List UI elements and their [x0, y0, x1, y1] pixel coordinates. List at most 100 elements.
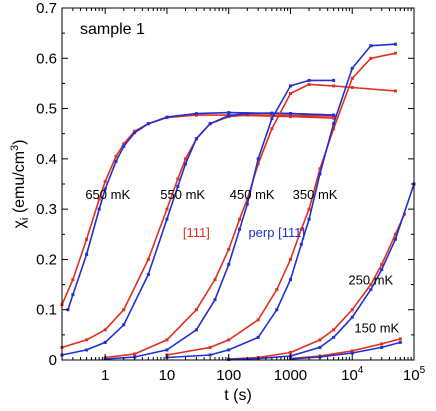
- x-tick-label: 105: [403, 365, 426, 384]
- data-point: [176, 185, 180, 189]
- data-point: [332, 335, 336, 339]
- series-line: [67, 111, 334, 310]
- data-point: [245, 202, 249, 206]
- data-point: [208, 353, 212, 357]
- y-axis-label-close: ): [11, 140, 28, 145]
- data-point: [227, 348, 231, 352]
- x-tick-label: 1: [101, 367, 109, 384]
- data-point: [122, 144, 126, 148]
- data-point: [71, 293, 75, 297]
- temperature-label: 550 mK: [160, 187, 205, 202]
- data-point: [288, 114, 292, 118]
- data-point: [256, 157, 260, 161]
- data-point: [299, 242, 303, 246]
- x-tick-label: 1000: [274, 367, 307, 384]
- series-line: [105, 79, 334, 360]
- data-point: [332, 116, 336, 120]
- y-axis-label-subscript: i: [19, 218, 31, 220]
- data-point: [318, 345, 322, 349]
- data-point: [238, 227, 242, 231]
- temperature-label: 350 mK: [293, 187, 338, 202]
- data-point: [194, 328, 198, 332]
- x-tick-label: 10: [159, 367, 176, 384]
- data-point: [332, 122, 336, 126]
- data-point: [227, 111, 231, 115]
- data-point: [307, 217, 311, 221]
- temperature-label: 450 mK: [230, 187, 275, 202]
- data-point: [369, 44, 373, 48]
- data-point: [165, 207, 169, 211]
- data-point: [350, 85, 354, 89]
- data-point: [350, 66, 354, 70]
- data-point: [103, 187, 107, 191]
- data-point: [380, 342, 384, 346]
- y-axis-label-unit: (emu/cm: [11, 151, 28, 218]
- data-point: [245, 197, 249, 201]
- y-axis-label: χi (emu/cm3): [9, 140, 31, 229]
- data-point: [398, 340, 402, 344]
- data-point: [350, 315, 354, 319]
- data-point: [85, 237, 89, 241]
- data-point: [393, 232, 397, 236]
- y-tick-label: 0.7: [36, 0, 57, 17]
- data-point: [227, 114, 231, 118]
- data-point: [393, 51, 397, 55]
- data-point: [238, 217, 242, 221]
- data-point: [85, 252, 89, 256]
- data-point: [275, 288, 279, 292]
- data-point: [227, 262, 231, 266]
- series-line: [61, 114, 334, 306]
- data-point: [318, 167, 322, 171]
- data-point: [227, 247, 231, 251]
- data-point: [307, 82, 311, 86]
- data-point: [307, 78, 311, 82]
- y-tick-label: 0.5: [36, 101, 57, 118]
- data-point: [275, 308, 279, 312]
- data-point: [146, 122, 150, 126]
- data-point: [97, 197, 101, 201]
- x-tick-label: 104: [341, 365, 364, 384]
- data-point: [227, 338, 231, 342]
- axes: 0 0.1 0.2 0.3 0.4 0.5 0.6 0.7 1 10 100 1000 104 105: [36, 0, 425, 384]
- data-point: [332, 328, 336, 332]
- data-point: [103, 179, 107, 183]
- data-point: [122, 323, 126, 327]
- data-point: [332, 127, 336, 131]
- data-point: [103, 328, 107, 332]
- data-point: [393, 237, 397, 241]
- y-tick-label: 0.6: [36, 50, 57, 67]
- data-point: [114, 154, 118, 158]
- data-point: [133, 352, 137, 356]
- data-point: [318, 355, 322, 359]
- data-point: [122, 308, 126, 312]
- data-point: [369, 283, 373, 287]
- data-point: [245, 113, 249, 117]
- data-point: [288, 278, 292, 282]
- y-tick-label: 0.4: [36, 151, 57, 168]
- data-point: [270, 111, 274, 115]
- data-point: [350, 349, 354, 353]
- data-point: [256, 162, 260, 166]
- data-point: [369, 56, 373, 60]
- data-point: [350, 308, 354, 312]
- data-point: [122, 142, 126, 146]
- series-line: [228, 213, 406, 360]
- data-point: [288, 91, 292, 95]
- temperature-label: 250 mK: [348, 273, 393, 288]
- y-tick-label: 0.1: [36, 302, 57, 319]
- data-point: [256, 335, 260, 339]
- data-point: [380, 262, 384, 266]
- data-point: [393, 89, 397, 93]
- temperature-label: 650 mK: [85, 187, 130, 202]
- y-tick-label: 0.2: [36, 251, 57, 268]
- data-point: [332, 84, 336, 88]
- data-point: [318, 172, 322, 176]
- data-point: [245, 112, 249, 116]
- y-axis-label-superscript: 3: [9, 145, 21, 151]
- data-point: [103, 340, 107, 344]
- data-point: [208, 122, 212, 126]
- data-point: [71, 278, 75, 282]
- data-point: [194, 308, 198, 312]
- data-point: [307, 207, 311, 211]
- series-line: [166, 52, 396, 356]
